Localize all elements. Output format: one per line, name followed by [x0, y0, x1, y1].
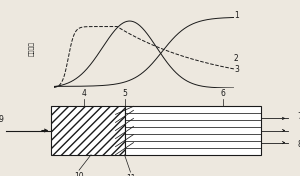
Text: 9: 9	[0, 115, 3, 124]
Text: 8: 8	[297, 140, 300, 149]
Text: 2: 2	[234, 54, 239, 62]
Text: 11: 11	[126, 174, 135, 176]
Text: 6: 6	[220, 89, 225, 98]
Text: 沉积温度: 沉积温度	[30, 41, 35, 56]
Bar	[124, 106, 261, 155]
Text: 10: 10	[74, 172, 84, 176]
Text: 1: 1	[234, 11, 239, 20]
Text: 5: 5	[122, 89, 127, 98]
Bar	[51, 106, 124, 155]
Text: 4: 4	[82, 89, 86, 98]
Text: 3: 3	[234, 65, 239, 74]
Text: 7: 7	[297, 112, 300, 121]
